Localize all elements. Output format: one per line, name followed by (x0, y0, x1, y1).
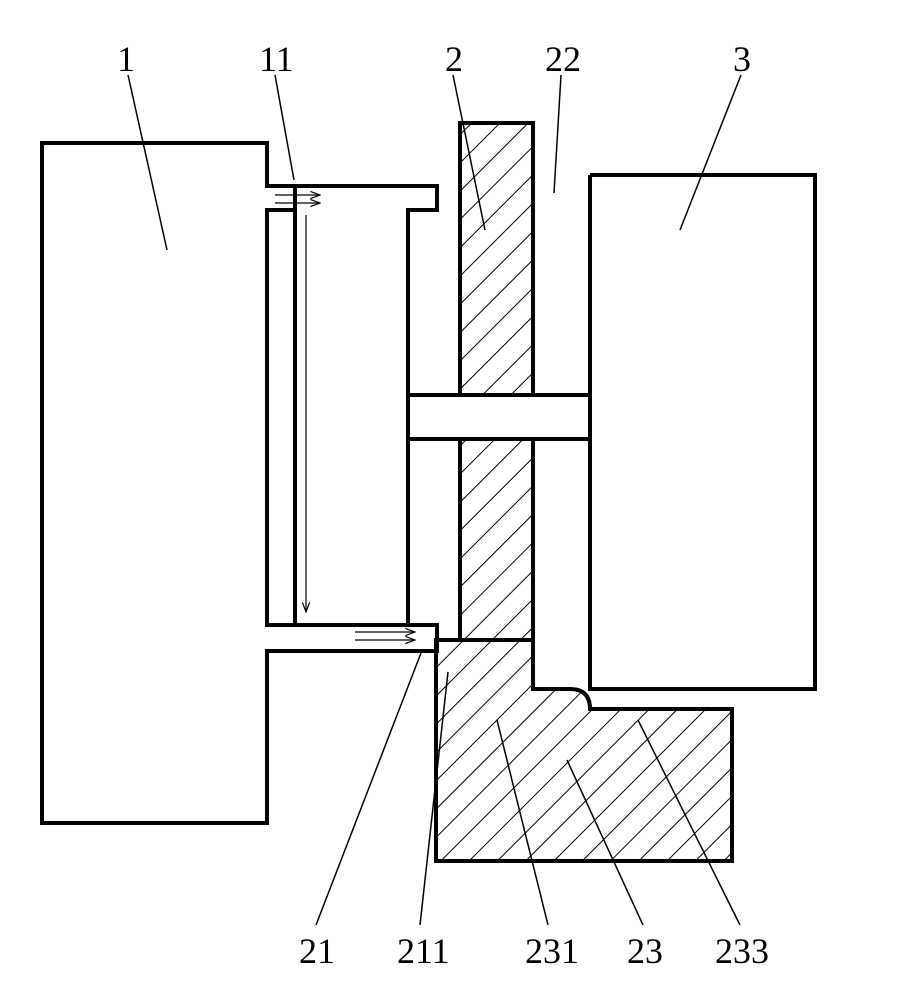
label-22: 22 (545, 38, 581, 80)
block-1 (42, 143, 437, 823)
part-2-vertical (460, 123, 533, 640)
label-21: 21 (299, 930, 335, 972)
block-3 (590, 175, 815, 689)
label-1: 1 (117, 38, 135, 80)
label-23: 23 (627, 930, 663, 972)
label-233: 233 (715, 930, 769, 972)
label-231: 231 (525, 930, 579, 972)
label-2: 2 (445, 38, 463, 80)
label-211: 211 (397, 930, 450, 972)
technical-diagram (0, 0, 923, 1000)
part-23-lower (436, 640, 732, 861)
label-11: 11 (259, 38, 294, 80)
connector-bar (408, 395, 590, 439)
label-3: 3 (733, 38, 751, 80)
